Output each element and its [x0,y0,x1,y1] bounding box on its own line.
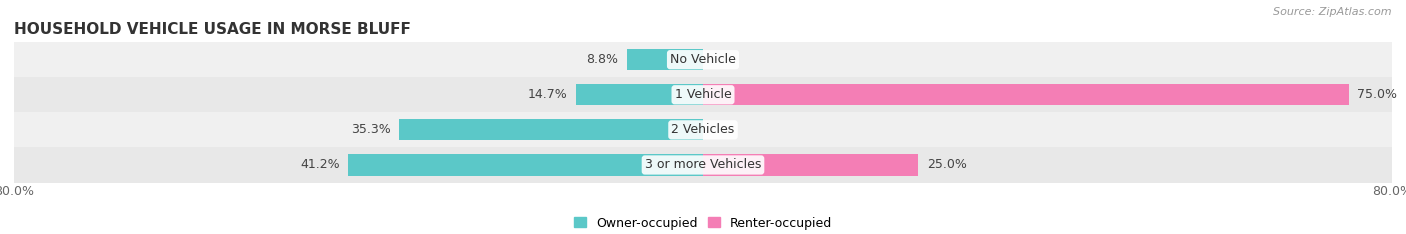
Text: No Vehicle: No Vehicle [671,53,735,66]
Text: 25.0%: 25.0% [927,158,967,172]
Text: 75.0%: 75.0% [1358,88,1398,101]
Bar [14,42,1392,77]
Text: 14.7%: 14.7% [529,88,568,101]
Text: 3 or more Vehicles: 3 or more Vehicles [645,158,761,172]
Text: HOUSEHOLD VEHICLE USAGE IN MORSE BLUFF: HOUSEHOLD VEHICLE USAGE IN MORSE BLUFF [14,22,411,37]
Text: 35.3%: 35.3% [350,123,391,136]
Text: Source: ZipAtlas.com: Source: ZipAtlas.com [1274,7,1392,17]
Bar [576,84,703,105]
Text: 1 Vehicle: 1 Vehicle [675,88,731,101]
Bar [627,49,703,70]
Bar [703,84,1348,105]
Text: 8.8%: 8.8% [586,53,619,66]
Text: 41.2%: 41.2% [299,158,340,172]
Bar [14,77,1392,112]
Bar [14,112,1392,147]
Bar [399,119,703,140]
Bar [14,147,1392,183]
Bar [703,154,918,176]
Bar [349,154,703,176]
Text: 2 Vehicles: 2 Vehicles [672,123,734,136]
Legend: Owner-occupied, Renter-occupied: Owner-occupied, Renter-occupied [574,217,832,230]
